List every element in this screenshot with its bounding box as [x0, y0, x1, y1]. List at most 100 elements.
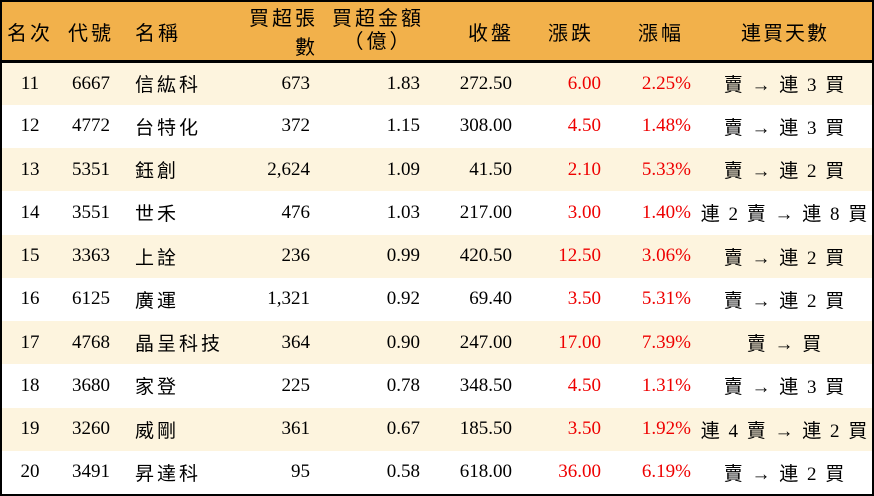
table-body: 11 6667 信紘科 673 1.83 272.50 6.00 2.25% 賣… [2, 61, 872, 494]
col-header-change: 漲跌 [520, 2, 608, 63]
cell-name: 世禾 [135, 204, 180, 226]
cell-name: 晶呈科技 [135, 334, 224, 356]
cell-streak: 賣 → 連 3 買 [723, 75, 847, 97]
table-row: 11 6667 信紘科 673 1.83 272.50 6.00 2.25% 賣… [2, 61, 872, 105]
cell-volume: 1,321 [267, 288, 310, 310]
cell-amount: 0.92 [386, 288, 420, 310]
col-header-amount: 買超金額 （億） [328, 2, 428, 63]
cell-volume: 364 [281, 331, 311, 353]
cell-code: 6125 [72, 288, 110, 310]
cell-rank: 18 [20, 374, 40, 396]
cell-close: 41.50 [469, 158, 512, 180]
cell-rank: 19 [20, 418, 40, 440]
cell-streak: 賣 → 連 3 買 [723, 377, 847, 399]
cell-streak: 賣 → 連 2 買 [723, 463, 847, 485]
cell-volume: 372 [281, 115, 311, 137]
col-header-streak: 連買天數 [698, 2, 872, 63]
cell-pct: 1.31% [641, 374, 691, 396]
cell-close: 420.50 [459, 245, 512, 267]
cell-volume: 236 [281, 245, 311, 267]
cell-code: 3680 [72, 374, 110, 396]
cell-code: 6667 [72, 72, 110, 94]
table-row: 14 3551 世禾 476 1.03 217.00 3.00 1.40% 連 … [2, 191, 872, 235]
cell-amount: 0.78 [386, 374, 420, 396]
table-header: 名次 代號 名稱 買超張數 買超金額 （億） 收盤 漲跌 漲幅 連買天數 [2, 2, 872, 63]
cell-close: 272.50 [459, 72, 512, 94]
cell-pct: 1.40% [641, 201, 691, 223]
cell-name: 家登 [135, 377, 180, 399]
cell-streak: 連 4 賣 → 連 2 買 [700, 420, 870, 442]
table-row: 13 5351 鈺創 2,624 1.09 41.50 2.10 5.33% 賣… [2, 148, 872, 192]
cell-code: 5351 [72, 158, 110, 180]
col-header-close: 收盤 [428, 2, 520, 63]
cell-streak: 賣 → 連 2 買 [723, 290, 847, 312]
cell-amount: 0.90 [386, 331, 420, 353]
cell-rank: 16 [20, 288, 40, 310]
cell-streak: 賣 → 連 2 買 [723, 161, 847, 183]
cell-amount: 0.99 [386, 245, 420, 267]
cell-volume: 95 [291, 461, 310, 483]
cell-change: 4.50 [567, 374, 601, 396]
cell-streak: 賣 → 買 [746, 334, 824, 356]
cell-change: 36.00 [558, 461, 601, 483]
cell-name: 鈺創 [135, 161, 180, 183]
table-row: 19 3260 威剛 361 0.67 185.50 3.50 1.92% 連 … [2, 407, 872, 451]
cell-streak: 賣 → 連 3 買 [723, 117, 847, 139]
cell-rank: 15 [20, 245, 40, 267]
cell-close: 618.00 [459, 461, 512, 483]
table-row: 16 6125 廣運 1,321 0.92 69.40 3.50 5.31% 賣… [2, 277, 872, 321]
cell-change: 3.50 [567, 288, 601, 310]
cell-volume: 2,624 [267, 158, 310, 180]
cell-pct: 7.39% [641, 331, 691, 353]
table-row: 17 4768 晶呈科技 364 0.90 247.00 17.00 7.39%… [2, 321, 872, 365]
col-header-rank: 名次 [2, 2, 58, 63]
cell-volume: 476 [281, 201, 311, 223]
cell-streak: 賣 → 連 2 買 [723, 247, 847, 269]
cell-name: 台特化 [135, 117, 202, 139]
cell-code: 4768 [72, 331, 110, 353]
cell-amount: 0.67 [386, 418, 420, 440]
cell-name: 信紘科 [135, 75, 202, 97]
cell-streak: 連 2 賣 → 連 8 買 [700, 204, 870, 226]
table-row: 12 4772 台特化 372 1.15 308.00 4.50 1.48% 賣… [2, 104, 872, 148]
cell-volume: 673 [281, 72, 311, 94]
cell-code: 3363 [72, 245, 110, 267]
cell-pct: 5.31% [641, 288, 691, 310]
cell-pct: 5.33% [641, 158, 691, 180]
cell-amount: 1.03 [386, 201, 420, 223]
cell-close: 348.50 [459, 374, 512, 396]
cell-close: 185.50 [459, 418, 512, 440]
col-header-amount-line2: （億） [343, 31, 413, 53]
cell-rank: 14 [20, 201, 40, 223]
cell-amount: 1.15 [386, 115, 420, 137]
cell-code: 3491 [72, 461, 110, 483]
cell-amount: 1.09 [386, 158, 420, 180]
cell-pct: 1.92% [641, 418, 691, 440]
cell-amount: 0.58 [386, 461, 420, 483]
cell-change: 3.00 [567, 201, 601, 223]
cell-change: 6.00 [567, 72, 601, 94]
cell-pct: 1.48% [641, 115, 691, 137]
cell-code: 3551 [72, 201, 110, 223]
cell-code: 3260 [72, 418, 110, 440]
col-header-name: 名稱 [124, 2, 246, 63]
cell-rank: 11 [20, 72, 40, 94]
col-header-code: 代號 [58, 2, 124, 63]
cell-change: 3.50 [567, 418, 601, 440]
cell-close: 308.00 [459, 115, 512, 137]
cell-pct: 6.19% [641, 461, 691, 483]
cell-code: 4772 [72, 115, 110, 137]
table-row: 20 3491 昇達科 95 0.58 618.00 36.00 6.19% 賣… [2, 450, 872, 494]
header-row: 名次 代號 名稱 買超張數 買超金額 （億） 收盤 漲跌 漲幅 連買天數 [2, 2, 872, 63]
cell-name: 上詮 [135, 247, 180, 269]
cell-name: 威剛 [135, 420, 180, 442]
cell-name: 昇達科 [135, 463, 202, 485]
cell-change: 4.50 [567, 115, 601, 137]
cell-change: 12.50 [558, 245, 601, 267]
col-header-pct: 漲幅 [608, 2, 698, 63]
cell-rank: 17 [20, 331, 40, 353]
table-row: 15 3363 上詮 236 0.99 420.50 12.50 3.06% 賣… [2, 234, 872, 278]
cell-close: 69.40 [469, 288, 512, 310]
cell-pct: 3.06% [641, 245, 691, 267]
